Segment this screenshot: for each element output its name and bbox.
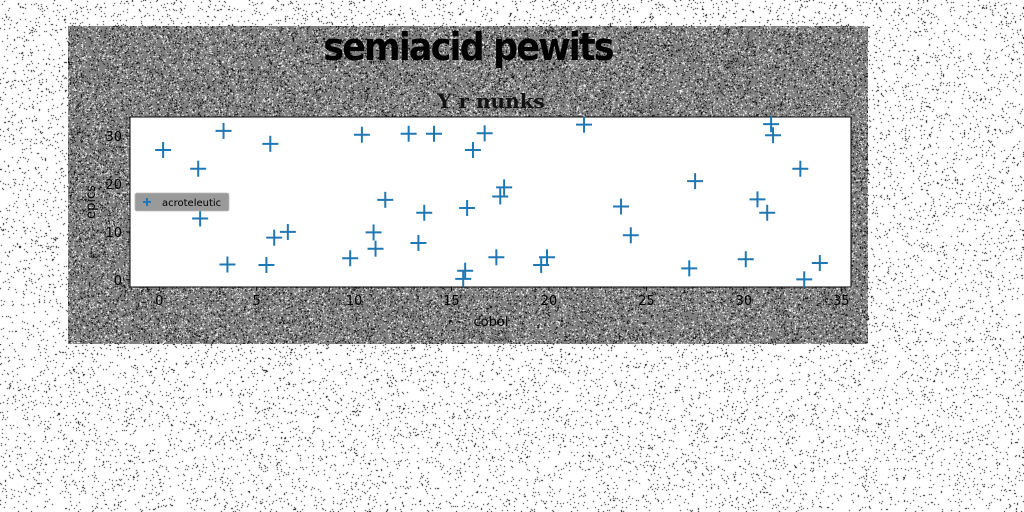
page-title: semiacid pewits	[323, 25, 614, 69]
legend-marker-icon	[143, 198, 151, 206]
data-point	[737, 251, 754, 268]
data-point	[796, 271, 813, 288]
data-point	[377, 191, 394, 208]
data-point	[457, 262, 474, 279]
data-point	[459, 199, 476, 216]
data-point	[425, 125, 442, 142]
x-axis-label: cobol	[474, 315, 509, 330]
data-point	[215, 122, 232, 139]
x-tick-label: 25	[638, 294, 655, 309]
data-point	[687, 173, 704, 190]
y-tick-label: 0	[114, 274, 122, 289]
data-point	[539, 249, 556, 266]
data-point	[353, 126, 370, 143]
data-point	[496, 179, 513, 196]
x-tick-label: 20	[541, 294, 558, 309]
data-point	[342, 250, 359, 267]
data-point	[410, 234, 427, 251]
data-point	[266, 229, 283, 246]
data-point	[455, 270, 472, 287]
data-point	[613, 198, 630, 215]
data-point	[763, 116, 780, 133]
data-point	[576, 116, 593, 133]
data-point	[759, 204, 776, 221]
data-point	[279, 223, 296, 240]
y-axis-label: epics	[84, 185, 99, 219]
data-point	[622, 227, 639, 244]
data-point	[476, 125, 493, 142]
data-point	[400, 125, 417, 142]
data-point	[811, 255, 828, 272]
data-point	[262, 135, 279, 152]
data-point	[367, 240, 384, 257]
y-tick-label: 20	[105, 178, 122, 193]
x-tick-label: 5	[253, 294, 261, 309]
x-tick-label: 15	[443, 294, 460, 309]
data-point	[416, 204, 433, 221]
data-point	[492, 188, 509, 205]
x-tick-label: 30	[736, 294, 753, 309]
chart-title: Y r nunks	[436, 89, 544, 113]
data-point	[464, 142, 481, 159]
x-axis: 0 5 10 15 20 25 30 35	[155, 287, 850, 309]
data-point	[190, 160, 207, 177]
data-point	[765, 127, 782, 144]
legend: acroteleutic	[134, 192, 230, 212]
data-points	[155, 116, 828, 288]
data-point	[488, 249, 505, 266]
data-point	[681, 260, 698, 277]
data-point	[792, 160, 809, 177]
legend-box	[134, 192, 230, 212]
x-tick-label: 0	[155, 294, 163, 309]
data-point	[749, 191, 766, 208]
x-tick-label: 10	[346, 294, 363, 309]
y-tick-label: 10	[105, 226, 122, 241]
data-point	[219, 256, 236, 273]
data-point	[192, 210, 209, 227]
x-tick-label: 35	[833, 294, 850, 309]
legend-entry-acroteleutic: acroteleutic	[162, 198, 221, 209]
y-axis: 0 10 20 30	[105, 130, 130, 289]
y-tick-label: 30	[105, 130, 122, 145]
data-point	[155, 142, 172, 159]
data-point	[258, 256, 275, 273]
plot-area	[129, 116, 852, 288]
data-point	[365, 224, 382, 241]
